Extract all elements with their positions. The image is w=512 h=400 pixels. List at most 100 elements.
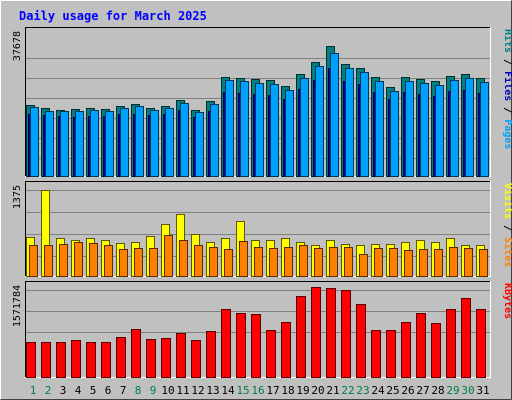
- bar-sites-day-26: [404, 250, 413, 277]
- x-tick-label-day-31: 31: [476, 384, 489, 397]
- bar-sites-day-2: [44, 245, 53, 277]
- bar-fill: [311, 287, 321, 378]
- bar-fill: [299, 245, 308, 277]
- bar-fill: [345, 68, 354, 177]
- bar-pages-day-20: [315, 66, 324, 177]
- legend-separator: /: [502, 101, 512, 119]
- bar-pages-day-18: [285, 90, 294, 177]
- x-tick-label-day-14: 14: [221, 384, 235, 397]
- bar-fill: [266, 330, 276, 378]
- bar-pages-day-31: [480, 82, 489, 177]
- bar-fill: [450, 80, 459, 177]
- x-tick-label-day-17: 17: [266, 384, 279, 397]
- bar-pages-day-2: [45, 111, 54, 177]
- bar-fill: [150, 110, 159, 177]
- bar-kbytes-day-13: [206, 331, 216, 378]
- bar-fill: [75, 111, 84, 177]
- bar-sites-day-17: [269, 248, 278, 277]
- panel-legend: KBytes: [502, 283, 512, 319]
- bar-sites-day-1: [29, 245, 38, 277]
- bar-fill: [330, 53, 339, 177]
- bar-sites-day-20: [314, 248, 323, 277]
- bar-fill: [206, 331, 216, 378]
- bar-fill: [296, 296, 306, 378]
- bar-fill: [314, 248, 323, 277]
- panel-legend: Hits / Files / Pages: [502, 29, 512, 149]
- bar-fill: [194, 245, 203, 277]
- bar-pages-day-25: [390, 91, 399, 177]
- bar-fill: [389, 248, 398, 277]
- bar-kbytes-day-22: [341, 290, 351, 378]
- bar-fill: [446, 309, 456, 378]
- bar-fill: [195, 112, 204, 177]
- bar-fill: [89, 243, 98, 277]
- bar-fill: [239, 241, 248, 277]
- x-tick-label-day-24: 24: [371, 384, 385, 397]
- bar-fill: [90, 110, 99, 177]
- bar-kbytes-day-27: [416, 313, 426, 378]
- x-tick-label-day-22: 22: [341, 384, 354, 397]
- legend-separator: /: [502, 53, 512, 71]
- bar-fill: [41, 342, 51, 378]
- bar-fill: [374, 248, 383, 277]
- bar-kbytes-day-31: [476, 309, 486, 378]
- bar-fill: [30, 107, 39, 177]
- x-tick-label-day-20: 20: [311, 384, 324, 397]
- bar-pages-day-26: [405, 81, 414, 177]
- bar-kbytes-day-5: [86, 342, 96, 378]
- bar-fill: [56, 342, 66, 378]
- bar-fill: [120, 108, 129, 177]
- bar-kbytes-day-11: [176, 333, 186, 378]
- bar-fill: [165, 108, 174, 177]
- bar-sites-day-22: [344, 247, 353, 277]
- x-tick-label-day-29: 29: [446, 384, 459, 397]
- bar-sites-day-11: [179, 240, 188, 277]
- bar-fill: [341, 290, 351, 378]
- bar-kbytes-day-15: [236, 313, 246, 378]
- bar-kbytes-day-1: [26, 342, 36, 378]
- bar-fill: [251, 314, 261, 378]
- x-tick-label-day-12: 12: [191, 384, 204, 397]
- x-tick-label-day-2: 2: [45, 384, 52, 397]
- x-tick-label-day-1: 1: [30, 384, 37, 397]
- bar-fill: [29, 245, 38, 277]
- bar-kbytes-day-6: [101, 342, 111, 378]
- x-tick-label-day-7: 7: [120, 384, 127, 397]
- bar-sites-day-14: [224, 249, 233, 277]
- bar-fill: [315, 66, 324, 177]
- bar-fill: [464, 248, 473, 277]
- bar-sites-day-10: [164, 235, 173, 277]
- bar-fill: [476, 309, 486, 378]
- legend-item-pages: Pages: [502, 119, 512, 149]
- bar-fill: [401, 322, 411, 378]
- bar-fill: [375, 81, 384, 177]
- x-tick-label-day-13: 13: [206, 384, 219, 397]
- bar-fill: [270, 84, 279, 177]
- bar-fill: [465, 78, 474, 177]
- bar-fill: [149, 248, 158, 277]
- bar-fill: [344, 247, 353, 277]
- bar-pages-day-9: [150, 110, 159, 177]
- bar-kbytes-day-21: [326, 288, 336, 378]
- x-axis-labels: 1 2 3 4 5 6 7 8 9 10 11 12 13 14 15 16 17 18 19 20 21 22 23 24 2…: [30, 384, 490, 397]
- legend-item-files: Files: [502, 71, 512, 101]
- bar-kbytes-day-12: [191, 340, 201, 378]
- bar-pages-day-10: [165, 108, 174, 177]
- bar-fill: [191, 340, 201, 378]
- bar-fill: [386, 330, 396, 378]
- bar-sites-day-29: [449, 247, 458, 277]
- bar-kbytes-day-30: [461, 298, 471, 378]
- bar-sites-day-18: [284, 247, 293, 277]
- bar-pages-day-19: [300, 78, 309, 177]
- bar-fill: [59, 244, 68, 277]
- bar-fill: [329, 247, 338, 277]
- bar-sites-day-19: [299, 245, 308, 277]
- bar-sites-day-28: [434, 249, 443, 277]
- bar-fill: [180, 103, 189, 177]
- bar-fill: [104, 245, 113, 277]
- bar-fill: [236, 313, 246, 378]
- bar-fill: [405, 81, 414, 177]
- bar-kbytes-day-29: [446, 309, 456, 378]
- bar-fill: [240, 81, 249, 177]
